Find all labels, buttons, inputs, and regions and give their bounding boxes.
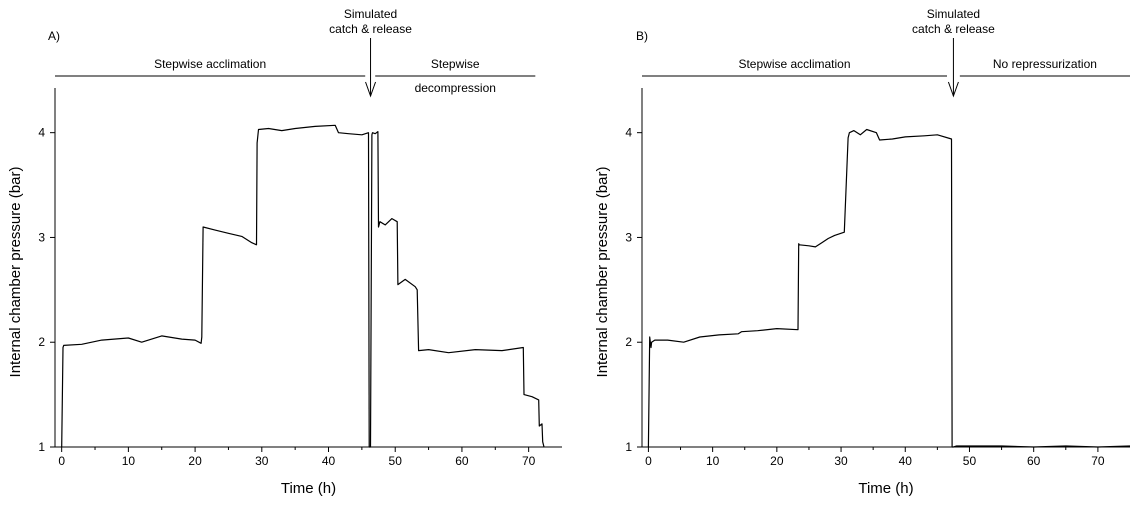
x-tick-label: 50 [963, 454, 977, 468]
x-tick-label: 30 [834, 454, 848, 468]
y-axis-title: Internal chamber pressure (bar) [7, 167, 24, 378]
x-tick-label: 70 [522, 454, 536, 468]
pressure-series-line [61, 124, 545, 448]
y-tick-label: 3 [38, 230, 45, 244]
x-tick-label: 20 [188, 454, 202, 468]
pressure-series-line [647, 128, 1131, 448]
x-axis-title: Time (h) [858, 480, 913, 497]
x-axis-title: Time (h) [281, 480, 336, 497]
x-tick-label: 70 [1091, 454, 1105, 468]
event-label-line2: catch & release [329, 22, 412, 36]
y-tick-label: 2 [38, 335, 45, 349]
y-axis-title: Internal chamber pressure (bar) [594, 167, 611, 378]
y-tick-label: 4 [625, 126, 632, 140]
y-tick-label: 4 [38, 126, 45, 140]
x-tick-label: 60 [1027, 454, 1041, 468]
x-tick-label: 40 [899, 454, 913, 468]
x-tick-label: 0 [58, 454, 65, 468]
phase-label-line2: decompression [415, 81, 496, 95]
phase-label: Stepwise acclimation [154, 57, 266, 71]
event-label: Simulated [344, 7, 397, 21]
x-tick-label: 10 [706, 454, 720, 468]
phase-label: Stepwise acclimation [738, 57, 850, 71]
phase-label: No repressurization [993, 57, 1097, 71]
panel-label: B) [636, 29, 648, 43]
event-arrow-head [947, 81, 959, 98]
event-label-line2: catch & release [912, 22, 995, 36]
y-tick-label: 1 [38, 440, 45, 454]
x-tick-label: 50 [389, 454, 403, 468]
panel-label: A) [48, 29, 60, 43]
y-tick-label: 3 [625, 230, 632, 244]
x-tick-label: 30 [255, 454, 269, 468]
x-tick-label: 20 [770, 454, 784, 468]
x-tick-label: 40 [322, 454, 336, 468]
event-arrow-head [365, 81, 377, 98]
event-label: Simulated [927, 7, 980, 21]
phase-label: Stepwise [431, 57, 480, 71]
y-tick-label: 2 [625, 335, 632, 349]
y-tick-label: 1 [625, 440, 632, 454]
x-tick-label: 10 [122, 454, 136, 468]
x-tick-label: 60 [455, 454, 469, 468]
x-tick-label: 0 [645, 454, 652, 468]
